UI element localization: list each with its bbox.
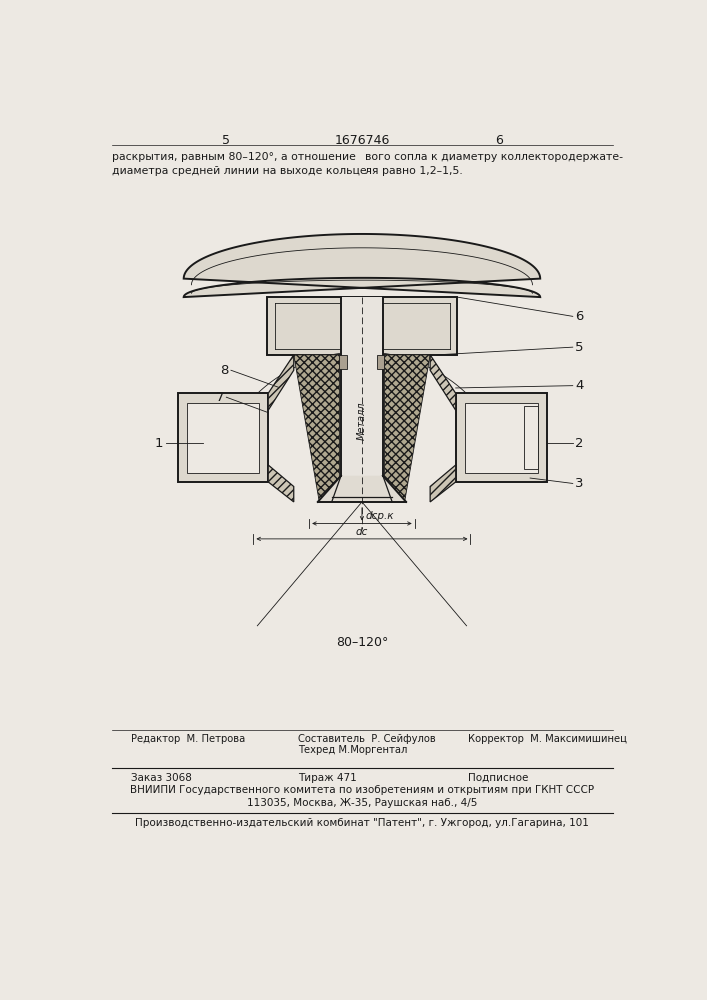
Polygon shape [385, 355, 430, 502]
Text: Тираж 471: Тираж 471 [298, 773, 356, 783]
Text: 4: 4 [575, 379, 583, 392]
Text: dc: dc [356, 527, 368, 537]
Text: 2: 2 [575, 437, 583, 450]
Text: раскрытия, равным 80–120°, а отношение
диаметра средней линии на выходе кольце-: раскрытия, равным 80–120°, а отношение д… [112, 152, 370, 176]
Text: 5: 5 [575, 341, 583, 354]
Text: 8: 8 [221, 364, 228, 377]
Text: Техред М.Моргентал: Техред М.Моргентал [298, 745, 407, 755]
Polygon shape [293, 355, 339, 502]
Text: 6: 6 [575, 310, 583, 323]
Text: 6: 6 [495, 134, 503, 147]
Polygon shape [430, 465, 456, 502]
Text: 113035, Москва, Ж-35, Раушская наб., 4/5: 113035, Москва, Ж-35, Раушская наб., 4/5 [247, 798, 477, 808]
Polygon shape [268, 355, 293, 410]
Text: ВНИИПИ Государственного комитета по изобретениям и открытиям при ГКНТ СССР: ВНИИПИ Государственного комитета по изоб… [130, 785, 594, 795]
Polygon shape [187, 403, 259, 473]
Polygon shape [341, 297, 383, 476]
Text: 1676746: 1676746 [334, 134, 390, 147]
Text: 80–120°: 80–120° [336, 636, 388, 649]
Polygon shape [430, 355, 456, 410]
Polygon shape [268, 465, 293, 502]
Text: Редактор  М. Петрова: Редактор М. Петрова [131, 734, 245, 744]
Polygon shape [317, 476, 406, 502]
Text: 7: 7 [216, 391, 224, 404]
Polygon shape [267, 297, 457, 355]
Text: 1: 1 [155, 437, 163, 450]
Text: 5: 5 [221, 134, 230, 147]
Text: Корректор  М. Максимишинец: Корректор М. Максимишинец [468, 734, 627, 744]
Text: Производственно-издательский комбинат "Патент", г. Ужгород, ул.Гагарина, 101: Производственно-издательский комбинат "П… [135, 818, 589, 828]
Text: вого сопла к диаметру коллектородержате-
ля равно 1,2–1,5.: вого сопла к диаметру коллектородержате-… [365, 152, 623, 176]
Text: Металл: Металл [357, 401, 367, 440]
Text: dср.к: dср.к [365, 511, 394, 521]
Polygon shape [339, 355, 347, 369]
Text: 3: 3 [575, 477, 583, 490]
Polygon shape [456, 393, 547, 482]
Polygon shape [184, 234, 540, 297]
Polygon shape [524, 406, 538, 469]
Text: Составитель  Р. Сейфулов: Составитель Р. Сейфулов [298, 734, 436, 744]
Polygon shape [177, 393, 268, 482]
Text: Заказ 3068: Заказ 3068 [131, 773, 192, 783]
Polygon shape [377, 355, 385, 369]
Text: Подписное: Подписное [468, 773, 529, 783]
Polygon shape [465, 403, 538, 473]
